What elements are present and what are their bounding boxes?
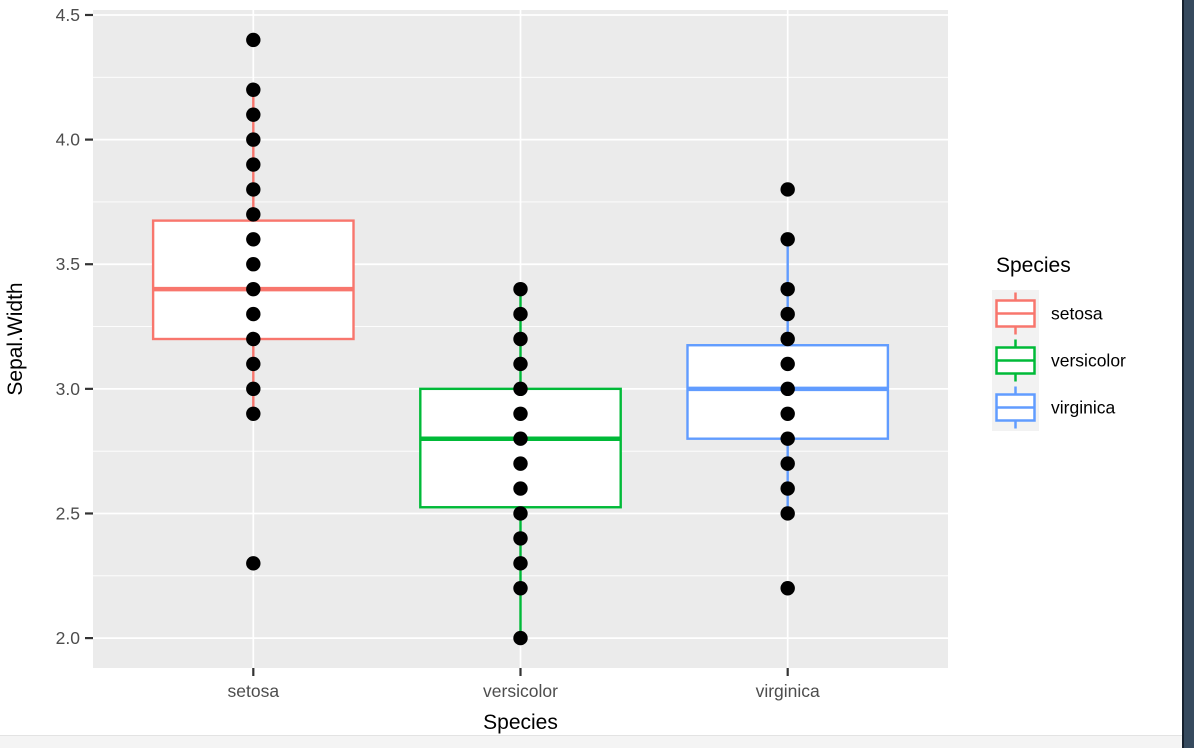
data-point <box>513 506 528 521</box>
x-tick-label: versicolor <box>483 681 558 701</box>
y-tick-label: 4.5 <box>56 5 80 25</box>
data-point <box>780 306 795 322</box>
data-point <box>513 356 528 372</box>
points-setosa <box>246 32 261 571</box>
data-point <box>513 331 528 347</box>
data-point <box>246 381 261 397</box>
data-point <box>513 431 528 446</box>
data-point <box>513 531 528 546</box>
data-point <box>780 581 795 596</box>
points-versicolor <box>513 281 528 646</box>
window-bottom-strip <box>0 735 1182 748</box>
data-point <box>513 581 528 596</box>
legend-item-versicolor: versicolor <box>992 337 1126 384</box>
data-point <box>780 381 795 397</box>
data-point <box>246 306 261 322</box>
window-right-scrollbar[interactable] <box>1182 0 1194 748</box>
data-point <box>246 207 261 222</box>
data-point <box>513 281 528 297</box>
y-axis-title: Sepal.Width <box>4 282 27 395</box>
x-axis-title: Species <box>483 711 558 734</box>
data-point <box>513 381 528 397</box>
legend-item-virginica: virginica <box>992 384 1115 431</box>
data-point <box>246 32 261 48</box>
data-point <box>513 406 528 421</box>
data-point <box>513 481 528 496</box>
data-point <box>246 406 261 421</box>
data-point <box>513 306 528 322</box>
x-axis: setosa versicolor virginica <box>228 668 820 701</box>
legend: Species setosa versicolor virginica <box>992 254 1126 431</box>
data-point <box>780 182 795 197</box>
data-point <box>780 331 795 347</box>
y-tick-label: 3.5 <box>56 254 80 274</box>
data-point <box>246 132 261 147</box>
y-axis: 2.0 2.5 3.0 3.5 4.0 4.5 <box>56 5 93 648</box>
data-point <box>246 331 261 347</box>
y-tick-label: 3.0 <box>56 379 81 399</box>
data-point <box>513 630 528 646</box>
data-point <box>513 556 528 571</box>
data-point <box>513 456 528 471</box>
data-point <box>780 232 795 247</box>
data-point <box>246 182 261 197</box>
legend-label: setosa <box>1051 304 1103 324</box>
data-point <box>780 356 795 372</box>
data-point <box>246 232 261 247</box>
data-point <box>246 556 261 571</box>
legend-item-setosa: setosa <box>992 290 1103 337</box>
data-point <box>246 281 261 297</box>
legend-title: Species <box>996 254 1071 277</box>
data-point <box>780 281 795 297</box>
x-tick-label: virginica <box>756 681 820 701</box>
boxplot-chart: 2.0 2.5 3.0 3.5 4.0 4.5 setosa versicolor virgin… <box>4 5 1126 734</box>
y-tick-label: 2.0 <box>56 628 81 648</box>
data-point <box>246 356 261 372</box>
data-point <box>780 506 795 521</box>
legend-label: virginica <box>1051 398 1115 418</box>
data-point <box>780 431 795 446</box>
x-tick-label: setosa <box>228 681 280 701</box>
data-point <box>780 406 795 421</box>
plot-area: 2.0 2.5 3.0 3.5 4.0 4.5 setosa versicolor virgin… <box>4 4 1127 734</box>
data-point <box>246 157 261 172</box>
y-tick-label: 4.0 <box>56 130 81 150</box>
legend-label: versicolor <box>1051 351 1126 371</box>
y-tick-label: 2.5 <box>56 503 80 523</box>
data-point <box>780 481 795 496</box>
data-point <box>246 107 261 122</box>
data-point <box>246 82 261 97</box>
data-point <box>780 456 795 471</box>
data-point <box>246 257 261 272</box>
points-virginica <box>780 182 795 596</box>
